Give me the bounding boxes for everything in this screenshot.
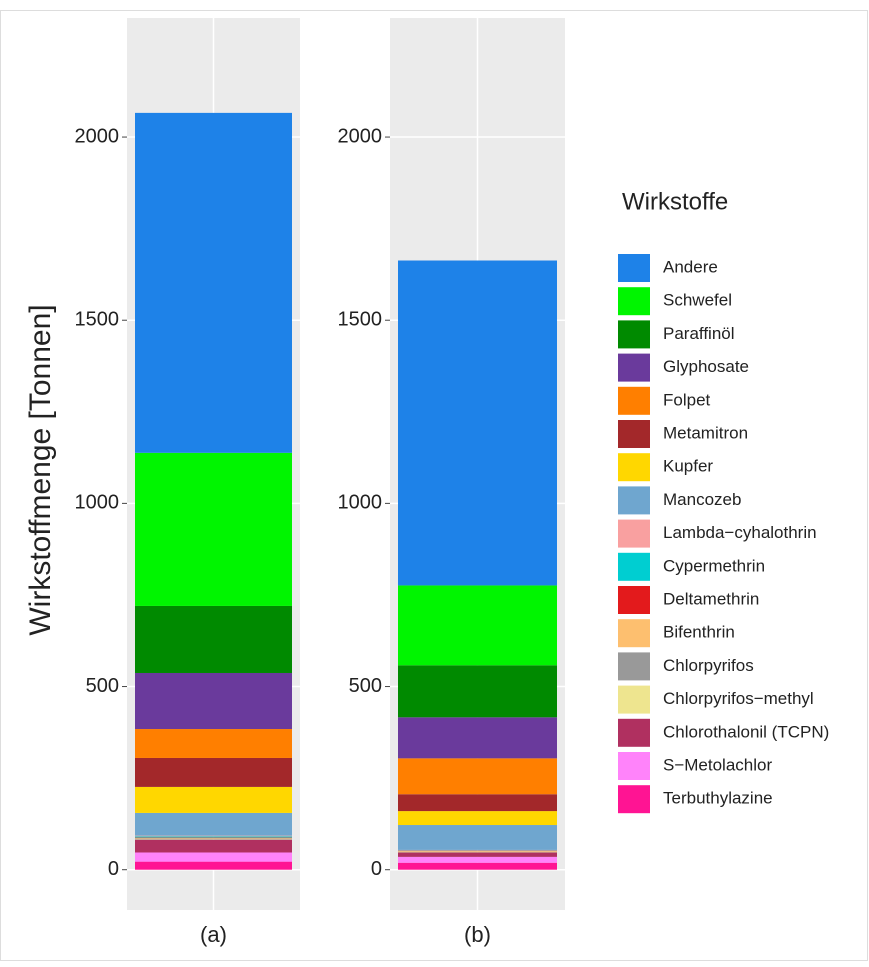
legend-key [618,354,650,382]
legend-key [618,486,650,514]
legend-key [618,320,650,348]
legend-label: Glyphosate [663,357,749,376]
legend-label: Schwefel [663,291,732,310]
y-tick-label: 1000 [338,492,383,514]
y-tick-label: 1000 [75,492,120,514]
legend-key [618,619,650,647]
legend-key [618,719,650,747]
legend-label: Kupfer [663,457,713,476]
bar-segment [398,794,557,811]
legend-key [618,752,650,780]
legend-label: Terbuthylazine [663,789,773,808]
bar-segment [398,717,557,758]
bar-segment [135,838,292,839]
y-tick-label: 2000 [75,125,120,147]
legend-label: Cypermethrin [663,556,765,575]
bar-segment [398,852,557,856]
legend-key [618,686,650,714]
legend-key [618,387,650,415]
legend-key [618,586,650,614]
bar-segment [398,665,557,717]
y-tick-label: 500 [349,675,382,697]
legend-title: Wirkstoffe [622,188,728,215]
bar-segment [135,839,292,840]
legend-label: Chlorothalonil (TCPN) [663,722,829,741]
legend-key [618,785,650,813]
y-tick-label: 1500 [75,308,120,330]
legend-label: Paraffinöl [663,324,735,343]
x-tick-label: (a) [200,922,227,947]
y-tick-label: 0 [108,858,119,880]
legend-label: Lambda−cyhalothrin [663,523,817,542]
bar-segment [135,836,292,837]
y-tick-label: 1500 [338,308,383,330]
legend-label: Folpet [663,390,711,409]
bar-segment [398,851,557,852]
legend-label: Mancozeb [663,490,741,509]
bar-segment [135,840,292,853]
bar-segment [135,813,292,836]
bar-segment [135,852,292,861]
bar-segment [135,787,292,813]
legend-label: Chlorpyrifos−methyl [663,689,814,708]
legend-key [618,553,650,581]
bar-segment [135,836,292,837]
y-tick-label: 2000 [338,125,383,147]
y-tick-label: 500 [86,675,119,697]
bar-segment [135,113,292,453]
bar-segment [398,261,557,586]
bar-segment [398,825,557,850]
y-axis-title: Wirkstoffmenge [Tonnen] [24,304,57,635]
legend-key [618,254,650,282]
legend-key [618,520,650,548]
bar-segment [135,729,292,758]
legend-label: Bifenthrin [663,623,735,642]
bar-segment [135,758,292,787]
bar-segment [135,673,292,729]
bar-segment [398,863,557,870]
legend-label: Metamitron [663,423,748,442]
legend-key [618,652,650,680]
bar-segment [398,585,557,665]
bar-segment [135,453,292,606]
legend-label: Chlorpyrifos [663,656,754,675]
bar-segment [135,862,292,870]
legend-key [618,453,650,481]
legend-label: Deltamethrin [663,589,759,608]
legend-label: S−Metolachlor [663,755,772,774]
x-tick-label: (b) [464,922,491,947]
legend-key [618,287,650,315]
y-tick-label: 0 [371,858,382,880]
bar-segment [398,758,557,794]
legend-key [618,420,650,448]
legend-label: Andere [663,257,718,276]
bar-segment [398,811,557,825]
bar-segment [398,857,557,863]
bar-segment [135,606,292,673]
